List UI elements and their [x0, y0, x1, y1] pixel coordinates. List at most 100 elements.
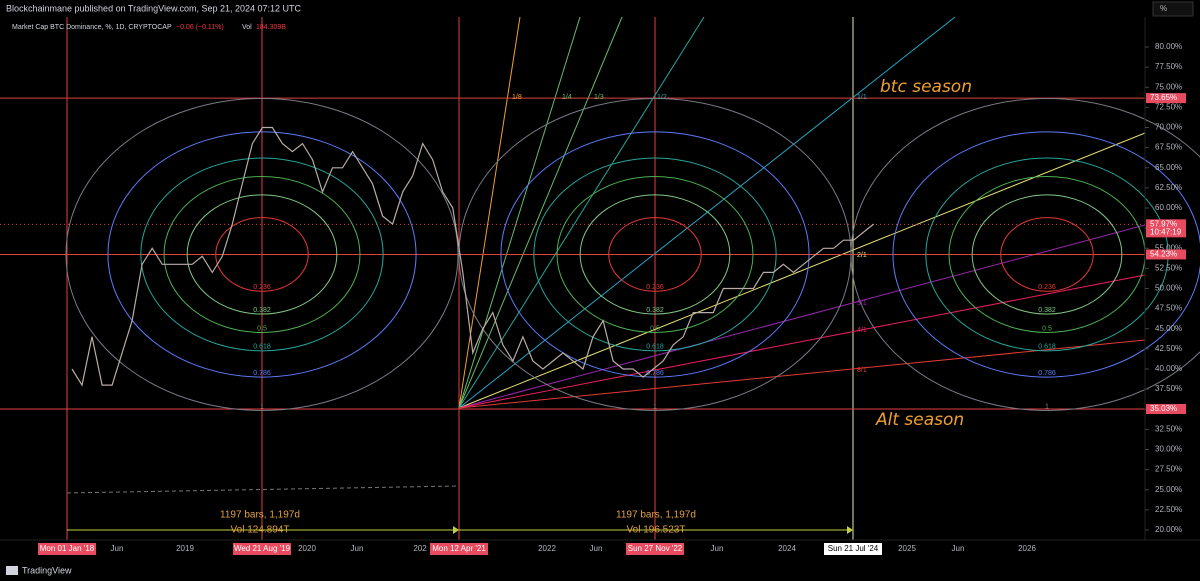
date-marker-box — [430, 543, 488, 555]
fib-label: 1 — [260, 403, 264, 410]
fib-label: 0.382 — [1038, 307, 1056, 314]
fib-label: 0.5 — [1042, 325, 1052, 332]
x-tick-label: 2025 — [898, 544, 916, 553]
fan-label: 3/1 — [857, 300, 867, 307]
y-tick-label: 47.50% — [1155, 304, 1182, 313]
countdown: 10:47:19 — [1150, 227, 1182, 236]
unit[interactable]: % — [1160, 4, 1167, 13]
annotation: Alt season — [875, 410, 964, 430]
publisher: Blockchainmane published on TradingView.… — [6, 3, 302, 13]
fib-circle — [579, 194, 731, 315]
change: −0.06 (−0.11%) — [176, 24, 224, 31]
date-marker: Sun 21 Jul '24 — [828, 544, 879, 553]
y-tick-label: 50.00% — [1155, 284, 1182, 293]
price-label: 54.23% — [1150, 250, 1177, 259]
fib-label: 0.786 — [1038, 370, 1056, 377]
vol-value: 184.309B — [256, 24, 286, 31]
x-tick-label: Jun — [590, 544, 603, 553]
fib-label: 0.5 — [650, 325, 660, 332]
x-tick-label: 2024 — [778, 544, 796, 553]
x-tick-label: 2019 — [176, 544, 194, 553]
fan-line — [458, 224, 1146, 409]
fib-label: 0.786 — [253, 370, 271, 377]
range-vol: Vol 124.894T — [231, 525, 290, 536]
logo-icon — [6, 566, 18, 575]
fib-label: 0.382 — [646, 307, 664, 314]
price-label: 73.65% — [1150, 93, 1177, 102]
fib-label: 0.236 — [253, 284, 271, 291]
y-tick-label: 60.00% — [1155, 203, 1182, 212]
y-tick-label: 37.50% — [1155, 384, 1182, 393]
y-tick-label: 70.00% — [1155, 123, 1182, 132]
y-tick-label: 65.00% — [1155, 163, 1182, 172]
fib-circle — [608, 217, 702, 292]
fib-label: 0.382 — [253, 307, 271, 314]
fan-label: 1/4 — [562, 94, 572, 101]
fan-line — [458, 274, 1146, 409]
y-tick-label: 62.50% — [1155, 183, 1182, 192]
date-marker: Sun 27 Nov '22 — [628, 544, 683, 553]
range-vol: Vol 196.523T — [627, 525, 686, 536]
y-tick-label: 52.50% — [1155, 263, 1182, 272]
price-label-box — [1146, 249, 1186, 260]
fan-line — [458, 16, 705, 409]
y-tick-label: 25.00% — [1155, 485, 1182, 494]
fib-circle — [215, 217, 309, 292]
y-tick-label: 75.00% — [1155, 82, 1182, 91]
price-label: 57.97% — [1150, 219, 1177, 228]
fan-label: 1/3 — [594, 94, 604, 101]
date-marker-box — [626, 543, 684, 555]
fan-label: 1/1 — [857, 94, 867, 101]
y-tick-label: 45.00% — [1155, 324, 1182, 333]
y-tick-label: 67.50% — [1155, 143, 1182, 152]
fib-label: 1 — [653, 403, 657, 410]
fib-label: 0.618 — [1038, 344, 1056, 351]
price-label-box — [1146, 404, 1186, 415]
logo: TradingView — [22, 565, 72, 575]
fib-circle — [107, 131, 417, 378]
symbol: Market Cap BTC Dominance, %, 1D, CRYPTOC… — [12, 24, 172, 31]
annotation: btc season — [880, 77, 972, 97]
x-tick-label: 2020 — [298, 544, 316, 553]
date-marker: Mon 01 Jan '18 — [40, 544, 95, 553]
fan-label: 1/8 — [512, 94, 522, 101]
unit-button[interactable] — [1152, 1, 1194, 17]
date-marker: Mon 12 Apr '21 — [432, 544, 486, 553]
y-tick-label: 20.00% — [1155, 525, 1182, 534]
range-bars: 1197 bars, 1,197d — [616, 510, 696, 521]
y-tick-label: 32.50% — [1155, 424, 1182, 433]
y-tick-label: 55.00% — [1155, 243, 1182, 252]
fib-label: 0.236 — [646, 284, 664, 291]
y-tick-label: 40.00% — [1155, 364, 1182, 373]
fib-label: 0.236 — [1038, 284, 1056, 291]
drawings — [0, 16, 1200, 540]
y-tick-label: 42.50% — [1155, 344, 1182, 353]
fib-circle — [556, 175, 754, 333]
fib-circle — [1000, 217, 1094, 292]
fib-circle — [892, 131, 1200, 378]
fib-label: 0.618 — [646, 344, 664, 351]
fan-line — [458, 16, 581, 409]
fan-label: 1/2 — [657, 94, 667, 101]
price-label: 35.03% — [1150, 404, 1177, 413]
y-tick-label: 80.00% — [1155, 42, 1182, 51]
fan-line — [458, 16, 623, 409]
fib-circle — [186, 194, 338, 315]
price-line — [71, 126, 874, 387]
price-label-box — [1146, 93, 1186, 104]
dashed-line — [66, 485, 460, 494]
date-marker-box — [233, 543, 291, 555]
x-tick-label: Jun — [351, 544, 364, 553]
date-marker-box — [824, 543, 882, 555]
y-tick-label: 72.50% — [1155, 102, 1182, 111]
y-tick-label: 77.50% — [1155, 62, 1182, 71]
y-tick-label: 27.50% — [1155, 465, 1182, 474]
x-tick-label: Jun — [952, 544, 965, 553]
fib-label: 1 — [1045, 403, 1049, 410]
fib-circle — [533, 157, 777, 352]
fib-circle — [500, 131, 810, 378]
x-tick-label: 202 — [413, 544, 427, 553]
x-tick-label: 2022 — [538, 544, 556, 553]
